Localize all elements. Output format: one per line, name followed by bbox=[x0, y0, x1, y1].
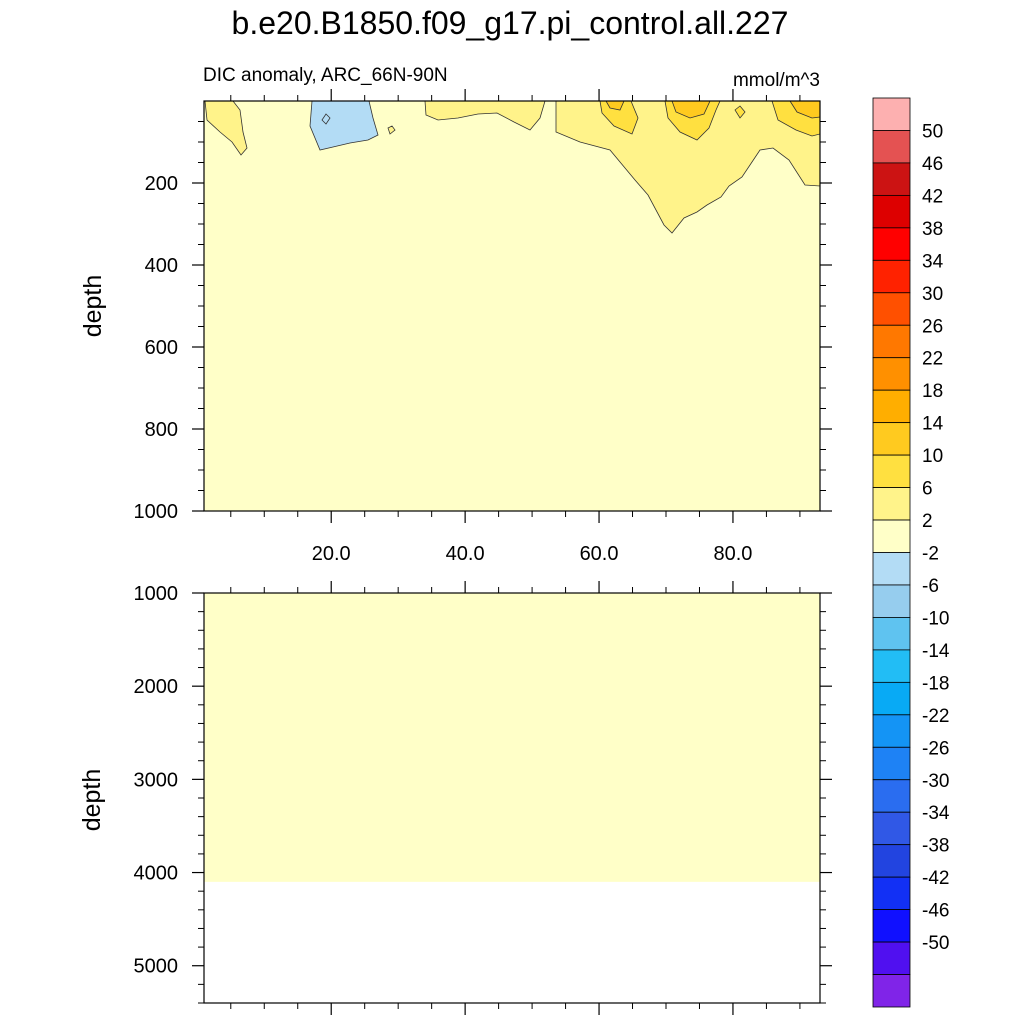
colorbar-label: 50 bbox=[922, 121, 943, 142]
colorbar-swatch bbox=[872, 811, 911, 846]
colorbar-swatch bbox=[872, 974, 911, 1008]
lower-panel-background bbox=[204, 593, 820, 882]
colorbar-swatch bbox=[872, 746, 911, 781]
colorbar-label: -38 bbox=[922, 836, 949, 857]
lower-axes: 1000 2000 3000 4000 5000 depth bbox=[78, 581, 832, 1015]
colorbar-label: -30 bbox=[922, 771, 949, 792]
colorbar-swatch bbox=[872, 617, 911, 651]
colorbar-label: 34 bbox=[922, 251, 944, 272]
upper-negative-anomaly-region bbox=[309, 100, 379, 151]
colorbar-label: -42 bbox=[922, 868, 949, 889]
colorbar-swatch bbox=[872, 130, 911, 164]
colorbar-swatch bbox=[872, 681, 911, 716]
colorbar-swatch bbox=[872, 227, 911, 261]
x-tick-label: 80.0 bbox=[713, 543, 752, 565]
y-tick-label: 4000 bbox=[134, 863, 179, 885]
colorbar: 50 46 42 38 34 30 26 22 18 14 10 6 2 -2 -6 -10 -14 -18 -22… bbox=[872, 97, 950, 1008]
x-tick-label: 20.0 bbox=[312, 543, 351, 565]
upper-y-axis-label: depth bbox=[79, 275, 107, 338]
colorbar-swatch bbox=[872, 552, 911, 586]
y-tick-label: 1000 bbox=[134, 583, 179, 605]
y-tick-label: 400 bbox=[145, 255, 178, 277]
colorbar-swatch bbox=[872, 422, 911, 456]
colorbar-label: 14 bbox=[922, 414, 944, 435]
colorbar-label: 22 bbox=[922, 349, 943, 370]
lower-panel: 1000 2000 3000 4000 5000 depth bbox=[78, 581, 832, 1015]
colorbar-swatch bbox=[872, 389, 911, 424]
colorbar-label: 18 bbox=[922, 381, 943, 402]
colorbar-label: 30 bbox=[922, 284, 943, 305]
colorbar-swatch bbox=[872, 454, 911, 488]
y-tick-label: 2000 bbox=[134, 676, 179, 698]
upper-positive-anomaly-region bbox=[555, 100, 821, 234]
upper-positive-anomaly-region bbox=[424, 100, 546, 131]
y-tick-label: 5000 bbox=[134, 956, 179, 978]
colorbar-label: 26 bbox=[922, 316, 943, 337]
colorbar-label: -22 bbox=[922, 706, 949, 727]
y-tick-label: 3000 bbox=[134, 769, 179, 791]
colorbar-label: 38 bbox=[922, 219, 943, 240]
chart-units: mmol/m^3 bbox=[733, 70, 820, 91]
y-tick-label: 1000 bbox=[134, 501, 179, 523]
colorbar-label: 46 bbox=[922, 154, 943, 175]
colorbar-swatch bbox=[872, 909, 911, 943]
colorbar-swatch bbox=[872, 357, 911, 391]
upper-small-contour bbox=[321, 113, 331, 125]
upper-panel: 200 400 600 800 1000 20.0 40.0 60.0 80.0 depth bbox=[79, 89, 832, 565]
upper-axes: 200 400 600 800 1000 20.0 40.0 60.0 80.0 depth bbox=[79, 89, 832, 565]
x-tick-label: 60.0 bbox=[580, 543, 619, 565]
colorbar-label: -26 bbox=[922, 738, 949, 759]
colorbar-label: 6 bbox=[922, 479, 933, 500]
colorbar-label: -14 bbox=[922, 641, 950, 662]
colorbar-swatch bbox=[872, 194, 911, 229]
upper-small-contour bbox=[387, 125, 396, 135]
colorbar-swatch bbox=[872, 941, 911, 975]
colorbar-label: -2 bbox=[922, 544, 939, 565]
y-tick-label: 200 bbox=[145, 173, 178, 195]
colorbar-label: 10 bbox=[922, 446, 943, 467]
colorbar-swatch bbox=[872, 162, 911, 196]
colorbar-label: -6 bbox=[922, 576, 939, 597]
colorbar-swatch bbox=[872, 487, 911, 521]
x-tick-label: 40.0 bbox=[446, 543, 485, 565]
chart-title: b.e20.B1850.f09_g17.pi_control.all.227 bbox=[232, 5, 789, 41]
y-tick-label: 600 bbox=[145, 337, 178, 359]
colorbar-label: -18 bbox=[922, 673, 949, 694]
colorbar-label: -50 bbox=[922, 933, 949, 954]
y-tick-label: 800 bbox=[145, 419, 178, 441]
colorbar-swatch bbox=[872, 259, 911, 294]
chart-subtitle: DIC anomaly, ARC_66N-90N bbox=[203, 65, 448, 86]
lower-y-axis-label: depth bbox=[78, 769, 106, 832]
colorbar-swatch bbox=[872, 844, 911, 878]
colorbar-label: 42 bbox=[922, 186, 943, 207]
colorbar-swatch bbox=[872, 324, 911, 359]
colorbar-label: -34 bbox=[922, 803, 950, 824]
upper-positive-anomaly-region bbox=[204, 100, 248, 156]
colorbar-label: -46 bbox=[922, 901, 949, 922]
upper-small-contour bbox=[734, 105, 746, 119]
colorbar-swatch bbox=[872, 779, 911, 813]
colorbar-swatch bbox=[872, 649, 911, 683]
colorbar-swatch bbox=[872, 97, 911, 131]
colorbar-swatch bbox=[872, 714, 911, 748]
colorbar-swatch bbox=[872, 584, 911, 618]
colorbar-label: -10 bbox=[922, 608, 949, 629]
colorbar-label: 2 bbox=[922, 511, 933, 532]
colorbar-swatch bbox=[872, 292, 911, 326]
colorbar-swatch bbox=[872, 876, 911, 911]
colorbar-swatch bbox=[872, 519, 911, 553]
